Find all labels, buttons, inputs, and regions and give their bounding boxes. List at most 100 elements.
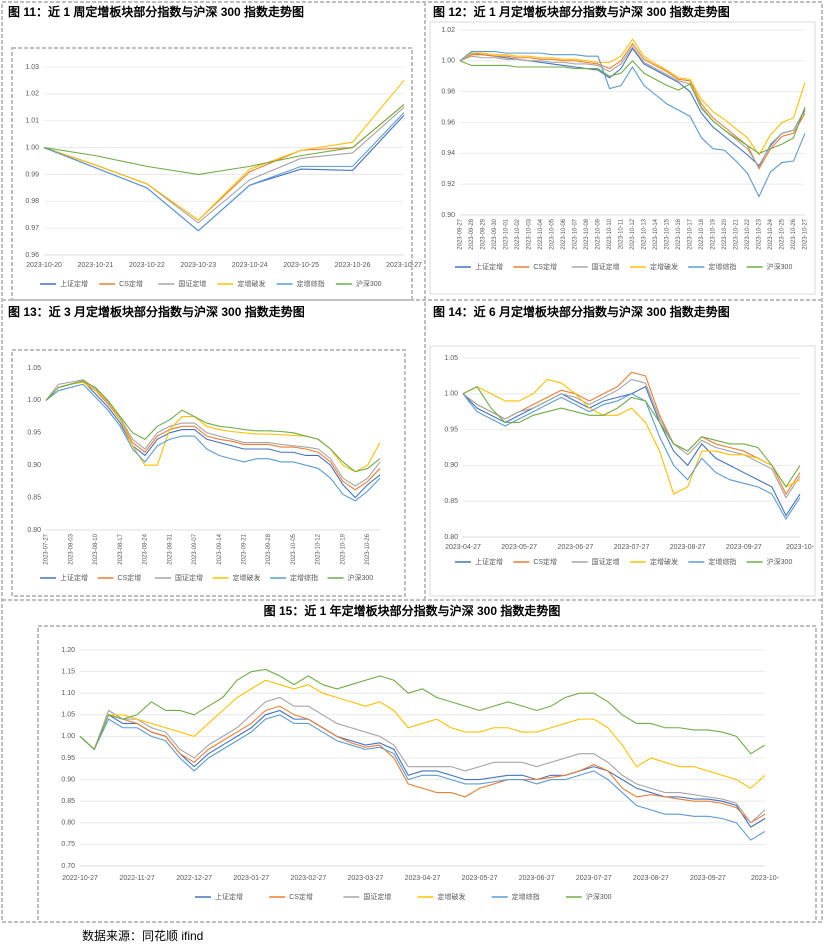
x-tick-label: 2023-10-20 [26, 262, 62, 269]
y-tick-label: 0.90 [61, 776, 75, 783]
series-line [462, 393, 801, 521]
legend-label: 定增综指 [708, 262, 736, 271]
x-tick-label: 2023-10-12 [630, 218, 636, 249]
y-tick-label: 1.00 [61, 733, 75, 740]
x-tick-label: 2023-04-27 [445, 544, 481, 551]
x-tick-label: 2023-10-03 [527, 218, 533, 249]
x-tick-label: 2023-10-12 [316, 533, 322, 564]
chart-frame [37, 625, 817, 923]
x-tick-label: 2023-09-27 [726, 544, 762, 551]
x-tick-label: 2023-10-18 [699, 218, 705, 249]
x-tick-label: 2023-07-27 [614, 544, 650, 551]
legend-label: CS定增 [533, 557, 557, 566]
series-line [43, 112, 405, 232]
y-tick-label: 1.03 [25, 64, 39, 71]
series-line [79, 679, 766, 789]
legend-label: 国证定增 [175, 573, 203, 582]
y-tick-label: 1.05 [61, 712, 75, 719]
y-tick-label: 0.92 [441, 181, 455, 188]
legend-label: 上证定增 [60, 279, 88, 288]
y-tick-label: 0.80 [444, 534, 458, 541]
legend-label: 沪深300 [348, 573, 374, 582]
series-line [79, 696, 766, 824]
series-line [45, 380, 381, 491]
y-tick-label: 0.96 [441, 119, 455, 126]
y-tick-label: 0.80 [27, 527, 41, 534]
x-tick-label: 2023-08-03 [68, 533, 74, 564]
series-line [43, 114, 405, 232]
x-tick-label: 2023-10-19 [340, 533, 346, 564]
x-tick-label: 2023-10-09 [596, 218, 602, 249]
legend-label: 沪深300 [356, 279, 382, 288]
series-line [459, 60, 806, 154]
y-tick-label: 1.00 [27, 397, 41, 404]
legend-label: CS定增 [289, 892, 313, 901]
chart-frame [11, 349, 406, 597]
y-tick-label: 1.00 [444, 391, 458, 398]
x-tick-label: 2022-11-27 [119, 875, 154, 882]
x-tick-label: 2023-09-29 [481, 218, 487, 249]
x-tick-label: 2023-10-26 [365, 533, 371, 564]
x-tick-label: 2023-09-21 [242, 533, 248, 564]
y-tick-label: 0.85 [61, 798, 75, 805]
x-tick-label: 2023-10-27 [803, 218, 809, 249]
x-tick-label: 2023-10-17 [688, 218, 694, 249]
x-tick-label: 2023-10-11 [619, 218, 625, 249]
x-tick-label: 2023-10-21 [78, 262, 114, 269]
y-tick-label: 1.00 [25, 144, 39, 151]
x-tick-label: 2023-08-24 [143, 533, 149, 564]
legend-label: 沪深300 [767, 557, 793, 566]
series-line [462, 385, 801, 517]
x-tick-label: 2023-10-07 [573, 218, 579, 249]
x-tick-label: 2023-02-27 [290, 875, 326, 882]
chart-frame [11, 47, 413, 301]
y-tick-label: 0.85 [27, 494, 41, 501]
series-line [462, 385, 801, 488]
x-tick-label: 2023-09-07 [192, 533, 198, 564]
legend-label: 沪深300 [586, 892, 612, 901]
y-tick-label: 1.05 [444, 355, 458, 362]
legend-label: CS定增 [118, 573, 142, 582]
x-tick-label: 2023-07-27 [44, 533, 50, 564]
x-tick-label: 2023-10-10 [607, 218, 613, 249]
x-tick-label: 2023-10-05 [550, 218, 556, 249]
x-tick-label: 2023-10- [786, 544, 815, 551]
series-line [79, 714, 766, 841]
x-tick-label: 2023-10-06 [561, 218, 567, 249]
x-tick-label: 2023-10-08 [584, 218, 590, 249]
legend-label: 定增综指 [512, 892, 540, 901]
x-tick-label: 2023-10-25 [780, 218, 786, 249]
legend-label: CS定增 [119, 279, 143, 288]
series-line [43, 104, 405, 221]
x-tick-label: 2023-05-27 [501, 544, 537, 551]
series-line [43, 80, 405, 221]
x-tick-label: 2023-09-27 [458, 218, 464, 249]
x-tick-label: 2023-10-24 [768, 218, 774, 249]
y-tick-label: 0.98 [441, 89, 455, 96]
x-tick-label: 2023-06-27 [557, 544, 593, 551]
x-tick-label: 2023-10-04 [538, 218, 544, 249]
y-tick-label: 0.96 [25, 252, 39, 259]
legend-label: 上证定增 [475, 557, 503, 566]
y-tick-label: 0.95 [61, 755, 75, 762]
series-line [79, 709, 766, 828]
x-tick-label: 2023-10-26 [335, 262, 371, 269]
x-tick-label: 2023-05-27 [462, 875, 498, 882]
x-tick-label: 2023-10-26 [791, 218, 797, 249]
x-tick-label: 2023-10-15 [665, 218, 671, 249]
legend-label: 上证定增 [215, 892, 243, 901]
y-tick-label: 0.99 [25, 171, 39, 178]
legend-label: 国证定增 [178, 279, 206, 288]
x-tick-label: 2023-07-27 [576, 875, 612, 882]
series-line [459, 51, 806, 198]
x-tick-label: 2023-10-19 [711, 218, 717, 249]
legend-label: 定增破发 [238, 279, 266, 288]
chart-title: 图 12：近 1 月定增板块部分指数与沪深 300 指数走势图 [433, 4, 730, 19]
chart-title: 图 11：近 1 周定增板块部分指数与沪深 300 指数走势图 [8, 4, 304, 19]
legend-label: 上证定增 [475, 262, 503, 271]
x-tick-label: 2023-09-30 [492, 218, 498, 249]
y-tick-label: 1.15 [61, 668, 75, 675]
x-tick-label: 2022-10-27 [62, 875, 98, 882]
x-tick-label: 2023-10-01 [504, 218, 510, 249]
y-tick-label: 0.90 [27, 462, 41, 469]
